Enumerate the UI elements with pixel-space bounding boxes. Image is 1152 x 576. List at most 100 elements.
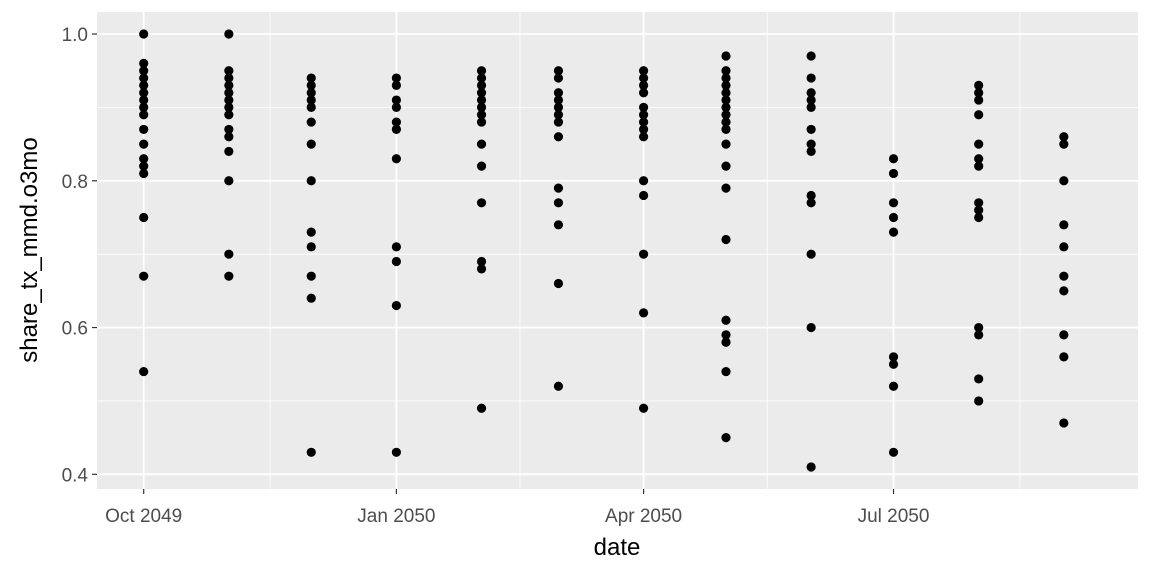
data-point (306, 73, 316, 83)
data-point (888, 168, 899, 179)
data-point (476, 264, 487, 274)
data-point (476, 256, 487, 267)
data-point (553, 132, 564, 142)
data-point (306, 139, 316, 149)
data-point (1059, 330, 1069, 340)
data-point (806, 95, 816, 105)
data-point (1059, 176, 1069, 186)
data-point (974, 95, 984, 105)
data-point (721, 337, 731, 347)
data-point (391, 102, 401, 112)
plot-panel (97, 12, 1138, 489)
data-points (139, 29, 1069, 472)
data-point (806, 88, 816, 98)
data-point (721, 66, 731, 76)
data-point (638, 124, 649, 135)
data-point (553, 381, 564, 391)
data-point (806, 51, 816, 61)
data-point (391, 300, 401, 311)
data-point (391, 154, 401, 164)
data-point (224, 146, 234, 157)
data-point (391, 73, 401, 83)
data-point (638, 88, 649, 98)
data-point (721, 183, 731, 193)
data-point (1059, 139, 1069, 149)
x-tick-label: Apr 2050 (605, 506, 682, 527)
data-point (306, 293, 316, 303)
data-point (476, 117, 487, 127)
data-point (974, 161, 984, 171)
data-point (888, 227, 899, 237)
data-point (391, 124, 401, 135)
y-tick-label: 0.4 (62, 465, 89, 486)
data-point (553, 102, 564, 112)
data-point (974, 212, 984, 223)
data-point (139, 271, 149, 281)
data-point (721, 80, 731, 90)
data-point (391, 80, 401, 90)
data-point (476, 403, 487, 413)
data-point (139, 80, 149, 90)
data-point (638, 102, 649, 112)
data-point (391, 95, 401, 105)
data-point (1059, 242, 1069, 252)
data-point (306, 117, 316, 127)
data-point (476, 73, 487, 83)
data-point (139, 212, 149, 223)
data-point (974, 396, 984, 406)
y-axis-title: share_tx_mmd.o3mo (16, 137, 43, 362)
data-point (306, 95, 316, 105)
data-point (806, 198, 816, 208)
data-point (476, 161, 487, 171)
data-point (476, 66, 487, 76)
data-point (974, 88, 984, 98)
data-point (553, 183, 564, 193)
data-point (721, 102, 731, 112)
data-point (139, 58, 149, 68)
x-axis-title: date (594, 534, 641, 561)
data-point (1059, 286, 1069, 296)
data-point (721, 366, 731, 377)
data-point (1059, 352, 1069, 362)
x-tick-label: Jul 2050 (858, 506, 930, 527)
data-point (476, 139, 487, 149)
data-point (888, 212, 899, 223)
data-point (224, 249, 234, 259)
data-point (553, 278, 564, 289)
data-point (553, 66, 564, 76)
data-point (224, 110, 234, 120)
data-point (139, 124, 149, 135)
data-point (721, 51, 731, 61)
data-point (638, 73, 649, 83)
data-point (638, 176, 649, 186)
data-point (224, 66, 234, 76)
data-point (974, 139, 984, 149)
data-point (1059, 271, 1069, 281)
data-point (806, 146, 816, 157)
data-point (638, 190, 649, 201)
data-point (1059, 132, 1069, 142)
data-point (139, 102, 149, 112)
data-point (139, 88, 149, 98)
data-point (1059, 418, 1069, 428)
data-point (391, 242, 401, 252)
data-point (974, 330, 984, 340)
x-tick-label: Jan 2050 (357, 506, 435, 527)
y-tick-label: 1.0 (62, 25, 88, 46)
data-point (553, 88, 564, 98)
data-point (139, 366, 149, 377)
y-tick-label: 0.6 (62, 319, 88, 340)
data-point (224, 88, 234, 98)
data-point (638, 66, 649, 76)
data-point (638, 110, 649, 120)
data-point (306, 447, 316, 457)
data-point (806, 322, 816, 333)
data-point (306, 88, 316, 98)
data-point (888, 447, 899, 457)
data-point (224, 73, 234, 83)
data-point (721, 88, 731, 98)
data-point (391, 256, 401, 267)
data-point (638, 117, 649, 127)
data-point (721, 433, 731, 443)
data-point (139, 29, 149, 39)
